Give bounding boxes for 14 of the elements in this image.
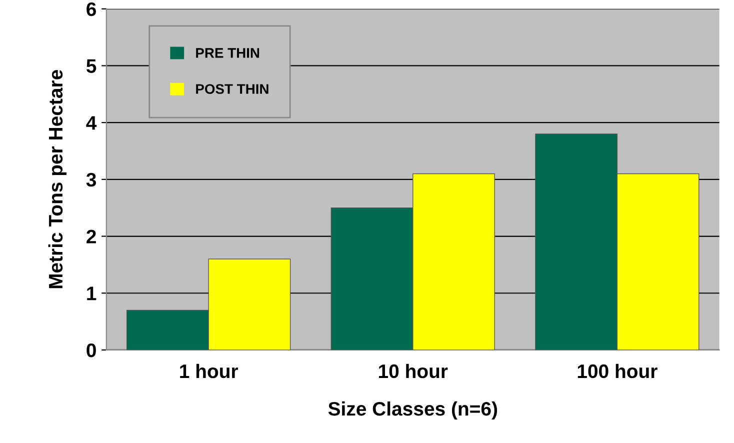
legend-label: POST THIN — [196, 84, 268, 94]
y-tick-label: 0 — [86, 343, 96, 358]
y-tick-label: 4 — [86, 116, 97, 130]
x-axis-title: Size Classes (n=6) — [328, 401, 498, 420]
legend-label: PRE THIN — [196, 48, 260, 58]
x-tick-label: 1 hour — [180, 364, 238, 378]
y-tick-label: 3 — [86, 172, 96, 187]
y-tick-label: 5 — [86, 59, 96, 73]
x-tick-label: 100 hour — [578, 364, 658, 378]
x-tick-label: 10 hour — [378, 364, 448, 378]
y-axis-title: Metric Tons per Hectare — [48, 70, 66, 288]
y-tick-label: 6 — [86, 2, 96, 16]
y-tick-label: 1 — [87, 286, 96, 300]
y-tick-label: 2 — [86, 230, 96, 244]
